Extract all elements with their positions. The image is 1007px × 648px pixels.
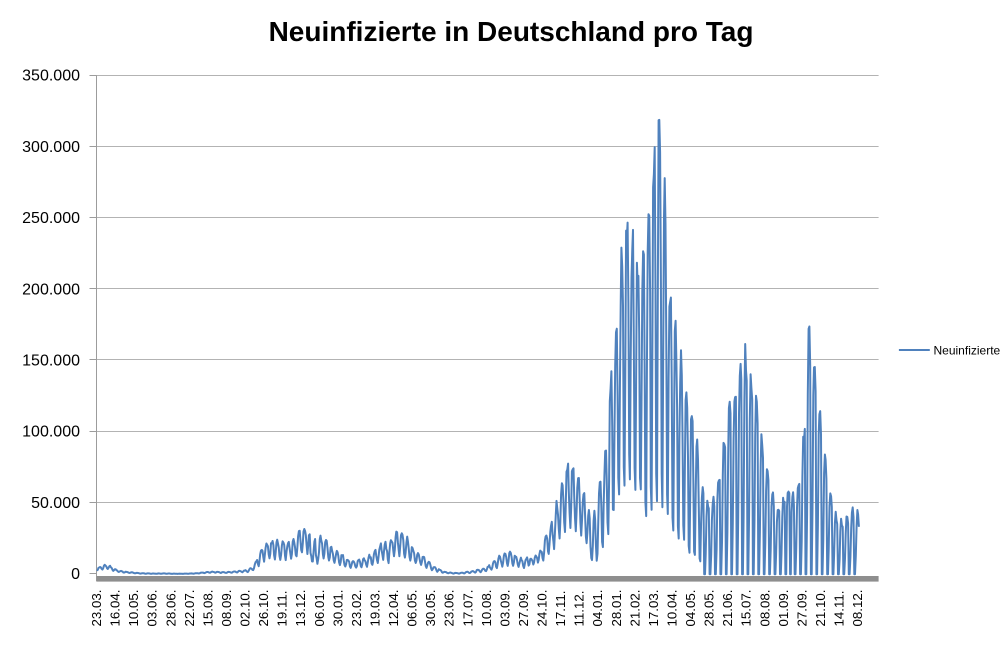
svg-text:26.10.: 26.10. (256, 590, 271, 627)
svg-text:17.11.: 17.11. (553, 591, 568, 627)
svg-text:08.09.: 08.09. (219, 590, 234, 627)
svg-text:22.07.: 22.07. (182, 590, 197, 627)
svg-text:21.02.: 21.02. (627, 590, 642, 627)
svg-text:10.08.: 10.08. (479, 590, 494, 627)
svg-text:11.12.: 11.12. (572, 591, 587, 627)
svg-text:23.03.: 23.03. (89, 590, 104, 627)
svg-text:24.10.: 24.10. (535, 590, 550, 627)
svg-text:17.03.: 17.03. (646, 590, 661, 627)
svg-text:200.000: 200.000 (22, 281, 80, 298)
svg-text:30.01.: 30.01. (330, 590, 345, 627)
svg-text:0: 0 (71, 566, 80, 583)
svg-text:16.04.: 16.04. (108, 590, 123, 627)
svg-text:Neuinfizierte: Neuinfizierte (934, 344, 1001, 358)
svg-text:28.01.: 28.01. (609, 590, 624, 627)
svg-text:06.05.: 06.05. (405, 590, 420, 627)
svg-text:27.09.: 27.09. (794, 590, 809, 627)
svg-text:30.05.: 30.05. (423, 590, 438, 627)
svg-text:10.05.: 10.05. (126, 590, 141, 627)
svg-text:21.06.: 21.06. (720, 590, 735, 627)
svg-text:27.09.: 27.09. (516, 590, 531, 627)
svg-text:12.04.: 12.04. (386, 590, 401, 627)
svg-text:300.000: 300.000 (22, 139, 80, 156)
svg-text:150.000: 150.000 (22, 353, 80, 370)
svg-text:350.000: 350.000 (22, 68, 80, 85)
svg-text:03.06.: 03.06. (145, 590, 160, 627)
svg-text:10.04.: 10.04. (665, 590, 680, 627)
svg-text:14.11.: 14.11. (832, 591, 847, 627)
svg-text:250.000: 250.000 (22, 210, 80, 227)
svg-text:15.07.: 15.07. (739, 590, 754, 627)
svg-text:08.12.: 08.12. (850, 590, 865, 627)
svg-text:23.02.: 23.02. (349, 590, 364, 627)
svg-text:28.06.: 28.06. (163, 590, 178, 627)
svg-text:21.10.: 21.10. (813, 590, 828, 627)
svg-text:50.000: 50.000 (31, 495, 80, 512)
svg-text:13.12.: 13.12. (293, 590, 308, 627)
svg-text:28.05.: 28.05. (702, 590, 717, 627)
svg-text:06.01.: 06.01. (312, 590, 327, 627)
svg-text:01.09.: 01.09. (776, 590, 791, 627)
svg-text:Neuinfizierte in Deutschland p: Neuinfizierte in Deutschland pro Tag (269, 16, 754, 47)
svg-text:04.05.: 04.05. (683, 590, 698, 627)
svg-text:19.11.: 19.11. (275, 591, 290, 627)
svg-text:03.09.: 03.09. (497, 590, 512, 627)
svg-text:15.08.: 15.08. (200, 590, 215, 627)
svg-text:04.01.: 04.01. (590, 590, 605, 627)
svg-text:08.08.: 08.08. (757, 590, 772, 627)
svg-text:100.000: 100.000 (22, 424, 80, 441)
svg-text:19.03.: 19.03. (368, 590, 383, 627)
svg-text:02.10.: 02.10. (238, 590, 253, 627)
svg-text:17.07.: 17.07. (460, 590, 475, 627)
svg-text:23.06.: 23.06. (442, 590, 457, 627)
